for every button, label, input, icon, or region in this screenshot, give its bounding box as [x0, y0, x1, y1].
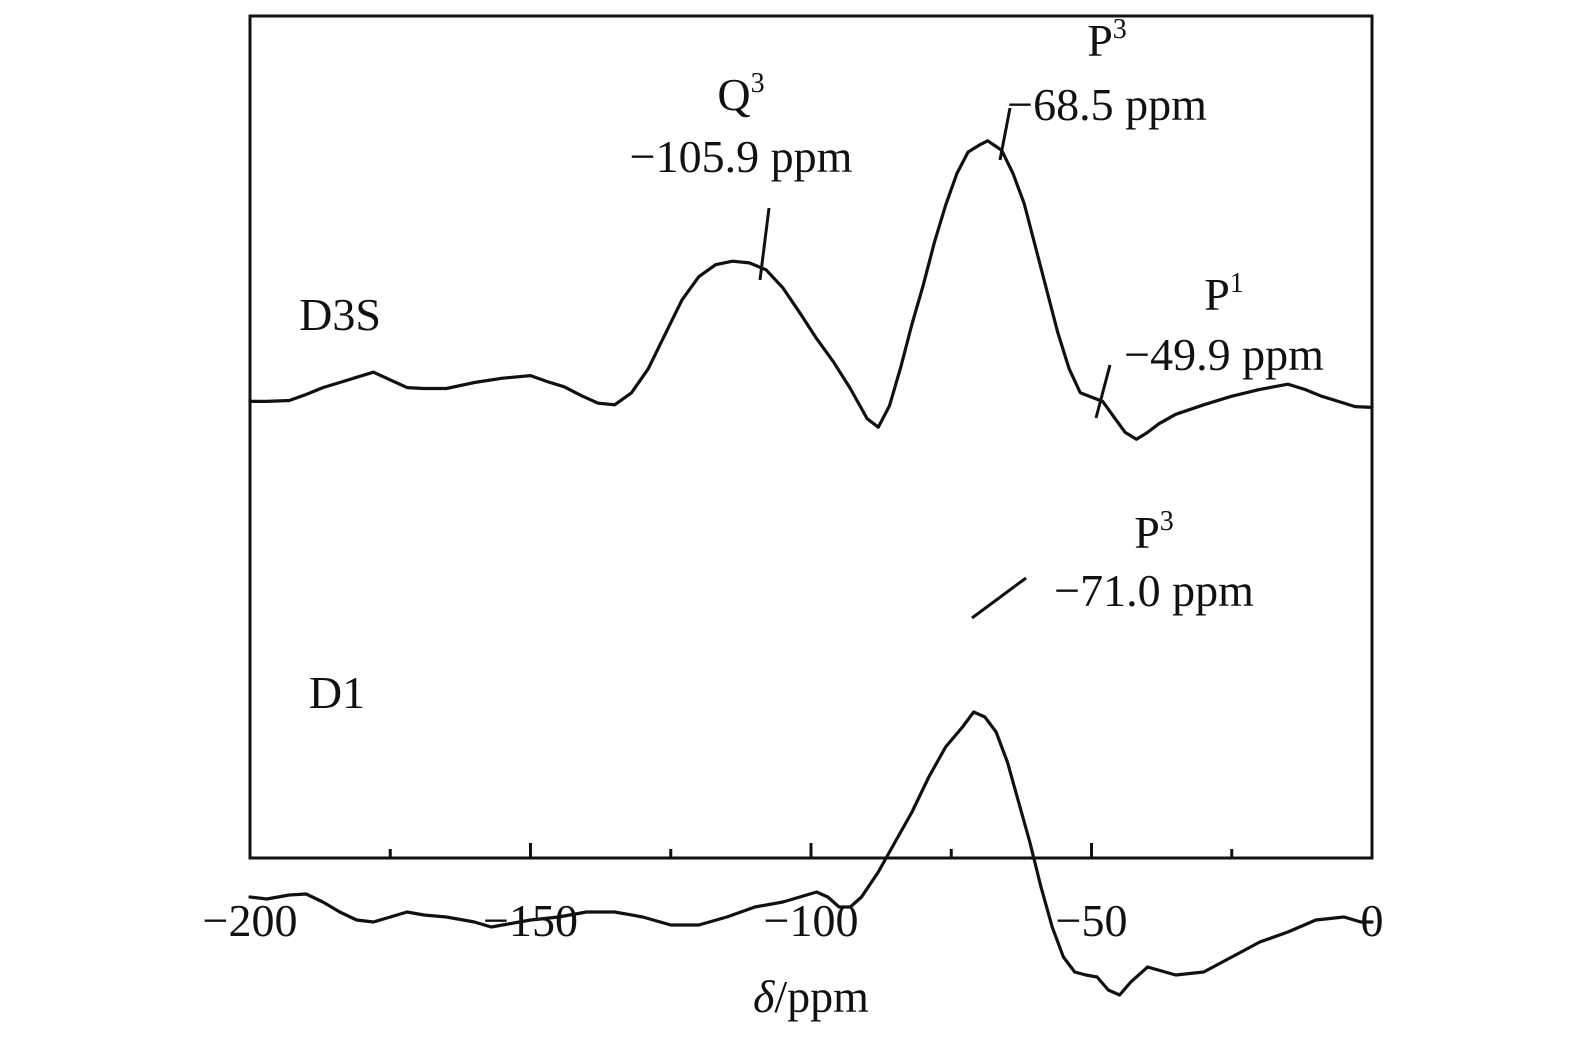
peak-annotation: P1 −49.9 ppm [1094, 268, 1324, 419]
peak-leader-line [1094, 364, 1112, 419]
peak-leader-line [998, 107, 1012, 161]
series-label-d1: D1 [309, 667, 365, 718]
peak-label: P3 [1087, 14, 1127, 66]
x-axis-label: δ/ppm [753, 971, 869, 1022]
x-axis-label-unit: /ppm [774, 971, 869, 1022]
series-line-d3s [248, 139, 1374, 441]
x-axis-label-symbol: δ [753, 971, 775, 1022]
peak-value: −105.9 ppm [630, 131, 853, 182]
peak-annotation: Q3 −105.9 ppm [630, 68, 853, 281]
x-axis-ticks [248, 843, 1374, 858]
peak-label: P3 [1134, 506, 1174, 558]
peak-value: −49.9 ppm [1124, 329, 1324, 380]
series-label-d3s: D3S [299, 289, 381, 340]
annotation-group: Q3 −105.9 ppm P3 −68.5 ppm P1 −49.9 ppm P3 −71.… [630, 14, 1324, 620]
series-line-d1 [248, 710, 1374, 997]
peak-leader-line [758, 207, 771, 281]
peak-annotation: P3 −68.5 ppm [998, 14, 1207, 161]
peak-annotation: P3 −71.0 ppm [971, 506, 1254, 620]
series-group: D3S D1 [248, 139, 1374, 997]
peak-leader-line [971, 576, 1027, 620]
peak-label: Q3 [717, 68, 764, 120]
x-tick-label: −50 [1056, 895, 1128, 946]
peak-value: −68.5 ppm [1007, 79, 1207, 130]
peak-value: −71.0 ppm [1054, 565, 1254, 616]
peak-label: P1 [1204, 268, 1244, 320]
x-tick-label: −200 [203, 895, 298, 946]
